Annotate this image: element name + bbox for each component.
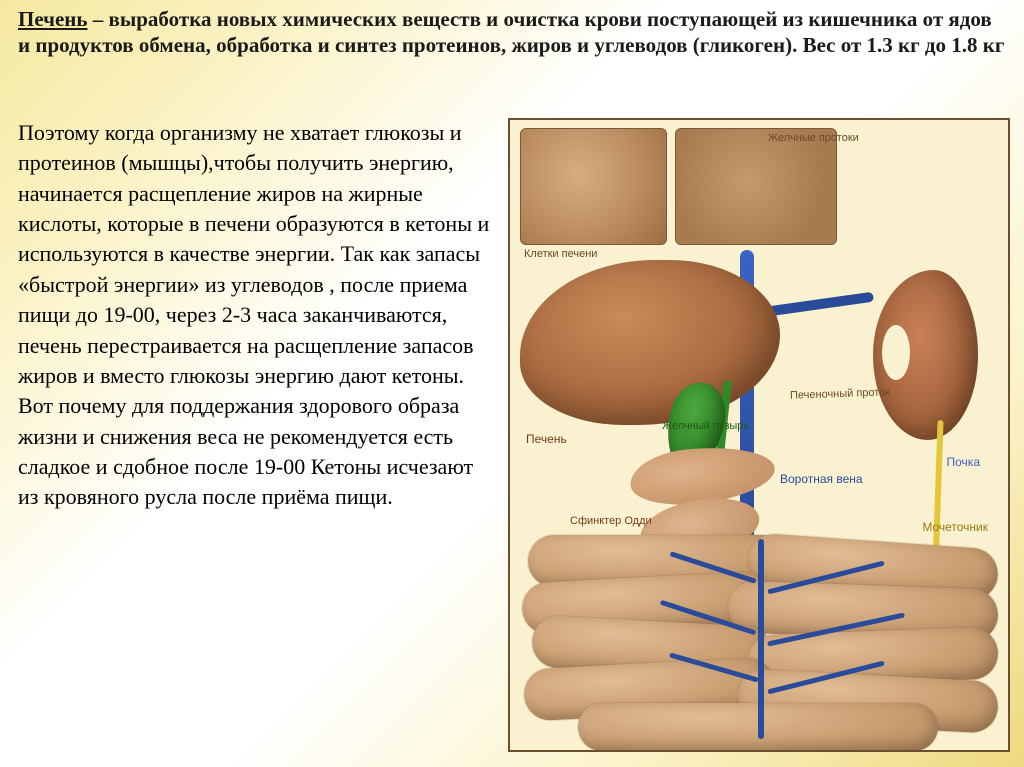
anatomy-figure: Клетки печени Желчные протоки Печень Поч… — [508, 118, 1010, 752]
label-sphincter: Сфинктер Одди — [570, 515, 652, 527]
inset-liver-cells — [520, 128, 667, 245]
slide-title: Печень – выработка новых химических веще… — [0, 0, 1024, 59]
label-gallbladder: Желчный пузырь — [662, 420, 749, 432]
label-bile-ducts: Желчные протоки — [768, 132, 859, 144]
inset-bile-canaliculi — [675, 128, 837, 245]
kidney-hilum — [882, 325, 910, 380]
mesenteric-vein — [758, 539, 764, 739]
title-rest: – выработка новых химических веществ и о… — [18, 7, 1004, 57]
label-liver: Печень — [526, 432, 567, 446]
label-kidney: Почка — [947, 455, 980, 469]
label-portal-vein: Воротная вена — [780, 472, 863, 486]
intestine-group — [518, 535, 1000, 745]
label-hepatic-duct: Печеночный проток — [790, 386, 891, 401]
body-text: Поэтому когда организму не хватает глюко… — [18, 118, 498, 513]
title-term: Печень — [18, 7, 88, 31]
label-ureter: Мочеточник — [922, 520, 988, 534]
slide: { "header": { "term": "Печень", "rest": … — [0, 0, 1024, 767]
label-liver-cells: Клетки печени — [524, 248, 597, 260]
